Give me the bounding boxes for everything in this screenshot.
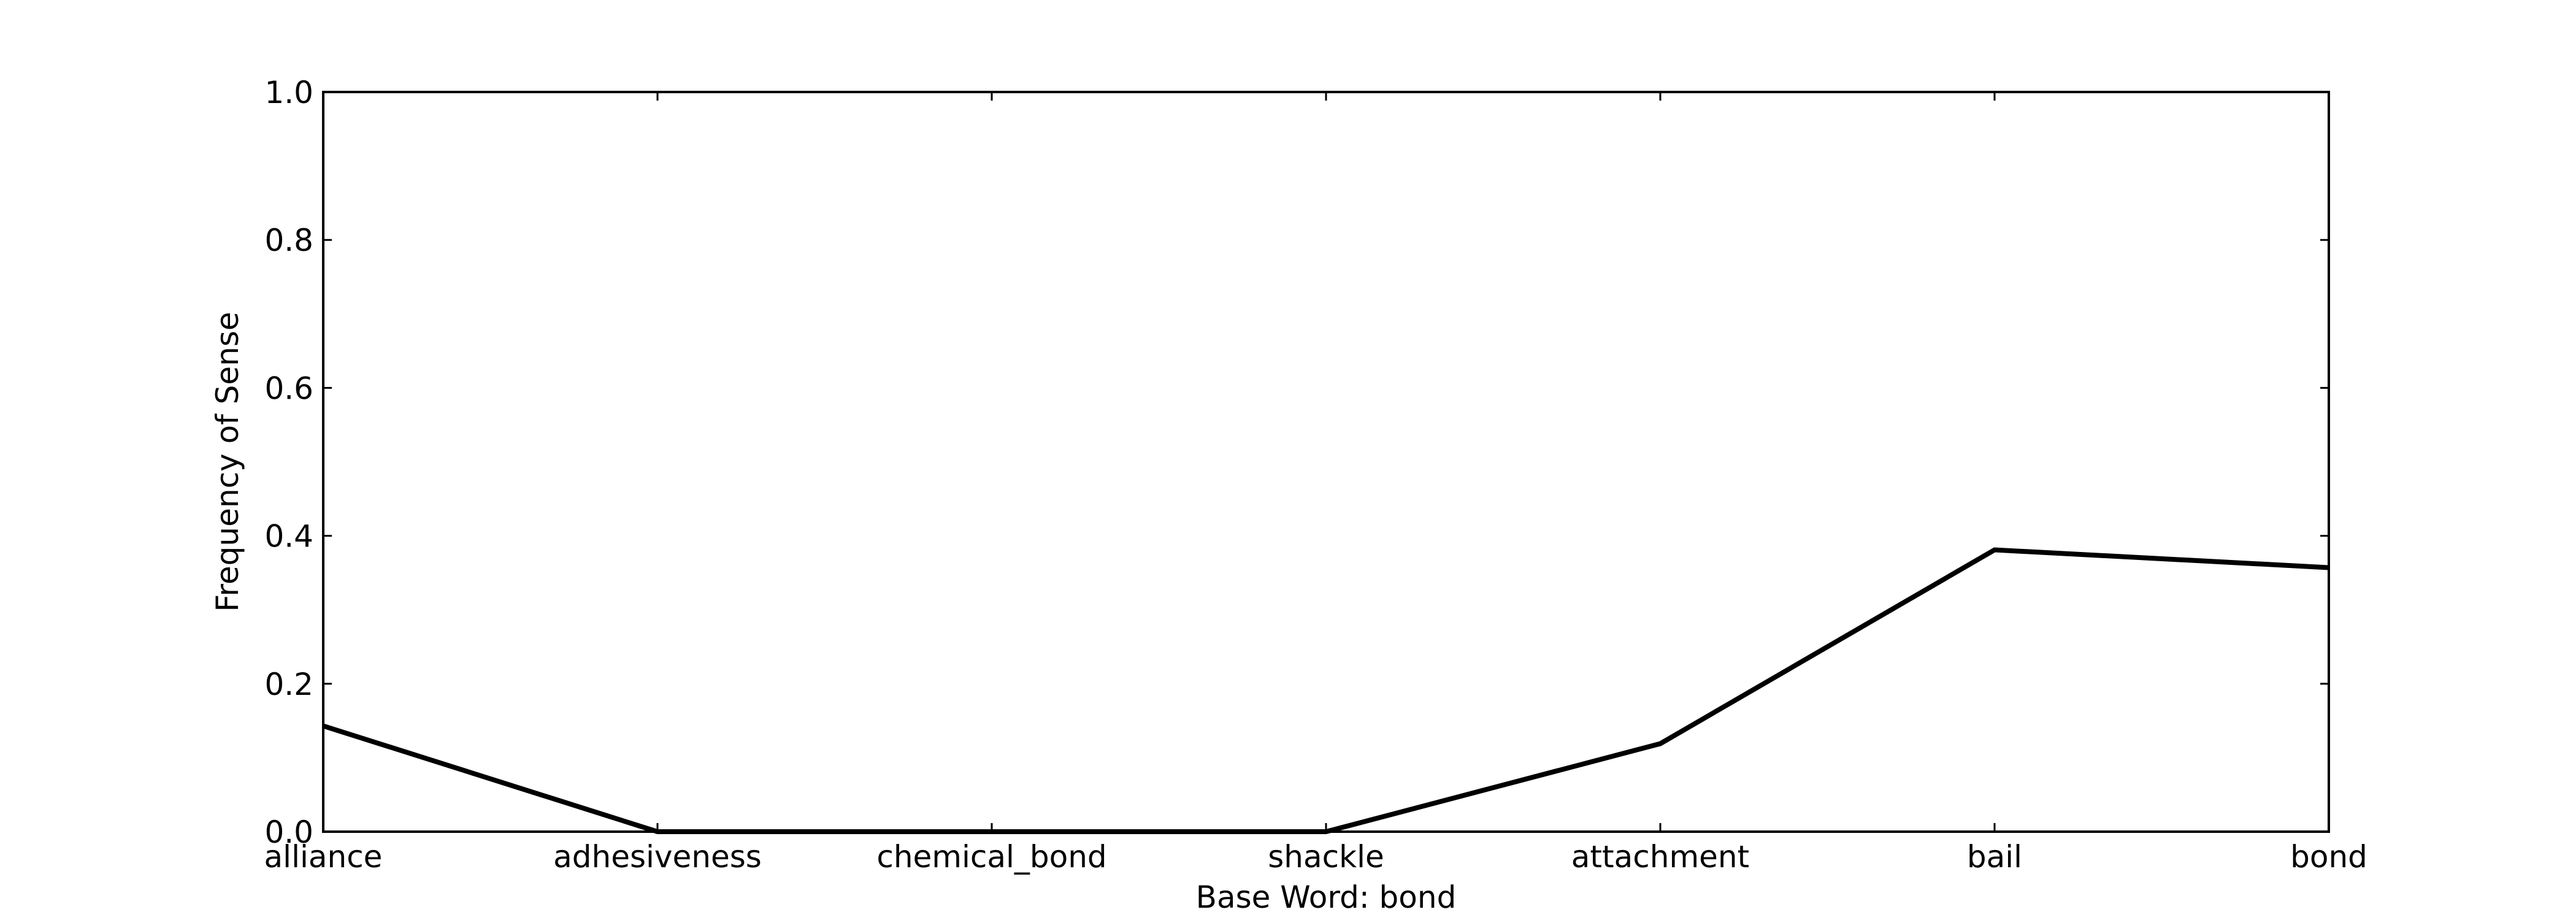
y-tick-label: 1.0 [264,75,313,110]
y-tick-labels: 0.0 0.2 0.4 0.6 0.8 1.0 [264,75,313,850]
ticks-layer [322,91,2330,833]
y-tick-label: 0.8 [264,223,313,258]
x-tick-label: attachment [1571,839,1749,875]
y-tick-label: 0.4 [264,519,313,554]
y-axis-label: Frequency of Sense [210,312,245,611]
x-tick-labels: alliance adhesiveness chemical_bond shackle… [264,839,2367,875]
x-tick-label: bond [2290,839,2367,875]
x-tick-label: alliance [264,839,383,875]
y-tick-label: 0.0 [264,815,313,850]
x-axis-label: Base Word: bond [1196,880,1457,915]
series-layer [322,547,2329,834]
y-tick-label: 0.2 [264,667,313,702]
x-tick-label: chemical_bond [876,839,1106,875]
y-tick-label: 0.6 [264,370,313,406]
x-tick-label: shackle [1268,839,1384,875]
x-tick-label: bail [1967,839,2022,875]
plot-frame [322,91,2330,833]
series-line [322,547,2329,834]
x-tick-label: adhesiveness [553,839,762,875]
